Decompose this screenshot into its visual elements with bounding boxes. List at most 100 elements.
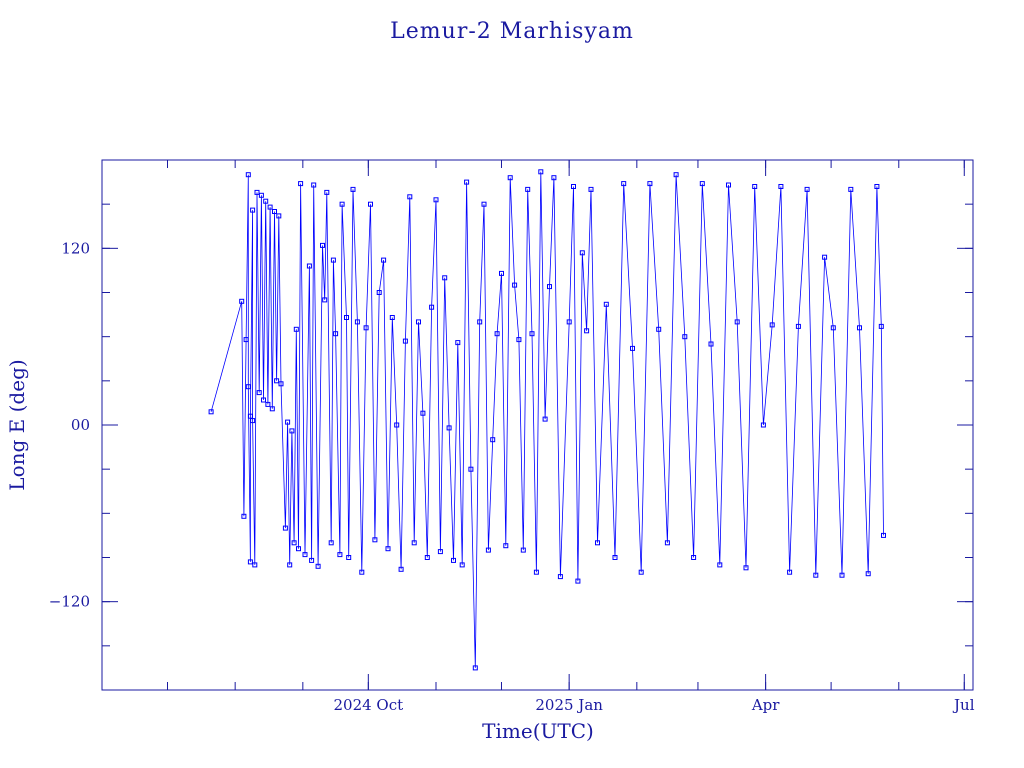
data-point: [344, 315, 349, 320]
data-point: [499, 270, 504, 276]
data-point: [346, 555, 352, 560]
data-point: [878, 323, 884, 329]
data-point: [298, 181, 304, 187]
plot-frame: [101, 159, 974, 691]
data-point: [322, 297, 328, 303]
y-axis: 120 00 −120: [49, 159, 973, 691]
data-point: [874, 184, 880, 189]
data-point: [287, 562, 293, 568]
data-point: [433, 197, 439, 203]
data-point: [734, 319, 740, 325]
data-point: [398, 566, 404, 572]
x-tick-label: 2025 Jan: [535, 696, 603, 714]
data-point: [261, 397, 266, 403]
data-point: [274, 378, 280, 384]
data-point: [481, 201, 487, 207]
data-point: [429, 304, 435, 310]
data-point: [468, 466, 474, 472]
data-point: [276, 213, 282, 219]
data-point: [708, 341, 714, 347]
y-axis-label: Long E (deg): [5, 359, 29, 490]
data-point: [477, 319, 483, 325]
data-point: [208, 409, 214, 415]
data-point: [315, 563, 321, 569]
data-point: [699, 181, 705, 187]
data-point: [368, 201, 373, 207]
data-point: [595, 540, 600, 546]
data-point: [621, 181, 627, 187]
data-point: [830, 325, 836, 331]
data-point: [451, 557, 456, 563]
data-point: [330, 257, 336, 263]
data-point: [603, 301, 609, 307]
data-point: [385, 546, 391, 552]
data-point: [752, 184, 758, 189]
data-point: [394, 422, 400, 428]
data-point: [494, 331, 500, 337]
data-point: [250, 418, 256, 424]
data-point: [420, 410, 426, 416]
data-point: [363, 325, 369, 331]
data-point: [339, 201, 345, 207]
data-point: [402, 338, 408, 344]
data-point: [743, 565, 749, 571]
data-point: [256, 390, 262, 396]
x-tick-label: Apr: [751, 696, 780, 714]
data-point: [822, 254, 828, 260]
x-axis-label: Time(UTC): [482, 719, 594, 743]
data-point: [664, 540, 670, 546]
data-point: [512, 282, 518, 288]
data-point: [533, 569, 539, 575]
data-point: [579, 250, 585, 256]
data-point: [485, 547, 491, 553]
chart-title: Lemur-2 Marhisyam: [390, 19, 634, 44]
data-point: [265, 401, 271, 407]
data-point: [241, 513, 247, 519]
data-point: [245, 172, 251, 178]
data-point: [306, 263, 312, 269]
data-point: [381, 257, 387, 263]
data-point: [848, 186, 854, 192]
data-point: [865, 571, 871, 577]
data-point: [656, 326, 662, 332]
data-point: [490, 437, 496, 443]
data-series: [208, 169, 886, 671]
data-point: [638, 569, 644, 575]
data-point: [416, 319, 421, 325]
data-point: [760, 422, 766, 428]
data-point: [411, 540, 417, 546]
data-point: [354, 319, 360, 325]
data-point: [575, 578, 581, 584]
data-point: [289, 428, 295, 434]
data-point: [557, 574, 563, 580]
data-point: [309, 557, 315, 563]
data-point: [630, 345, 635, 351]
data-point: [291, 540, 297, 546]
data-point: [647, 181, 653, 187]
data-point: [503, 543, 509, 549]
y-tick-label: −120: [49, 593, 90, 611]
data-point: [320, 242, 325, 248]
x-tick-label: Jul: [952, 696, 975, 714]
data-point: [464, 179, 470, 185]
data-point: [839, 572, 845, 578]
data-point: [717, 562, 723, 568]
data-point: [247, 559, 253, 565]
data-point: [673, 172, 679, 178]
data-point: [472, 665, 478, 671]
data-point: [584, 328, 590, 334]
data-point: [571, 184, 576, 189]
data-point: [389, 315, 395, 320]
data-point: [239, 298, 245, 304]
data-point: [245, 384, 251, 390]
data-point: [787, 569, 793, 575]
data-point: [243, 337, 249, 343]
data-point: [407, 194, 413, 200]
y-tick-label: 00: [71, 416, 90, 434]
data-point: [254, 189, 260, 195]
data-point: [881, 532, 886, 538]
data-point: [691, 555, 697, 560]
data-point: [337, 552, 343, 558]
data-point: [520, 547, 526, 553]
